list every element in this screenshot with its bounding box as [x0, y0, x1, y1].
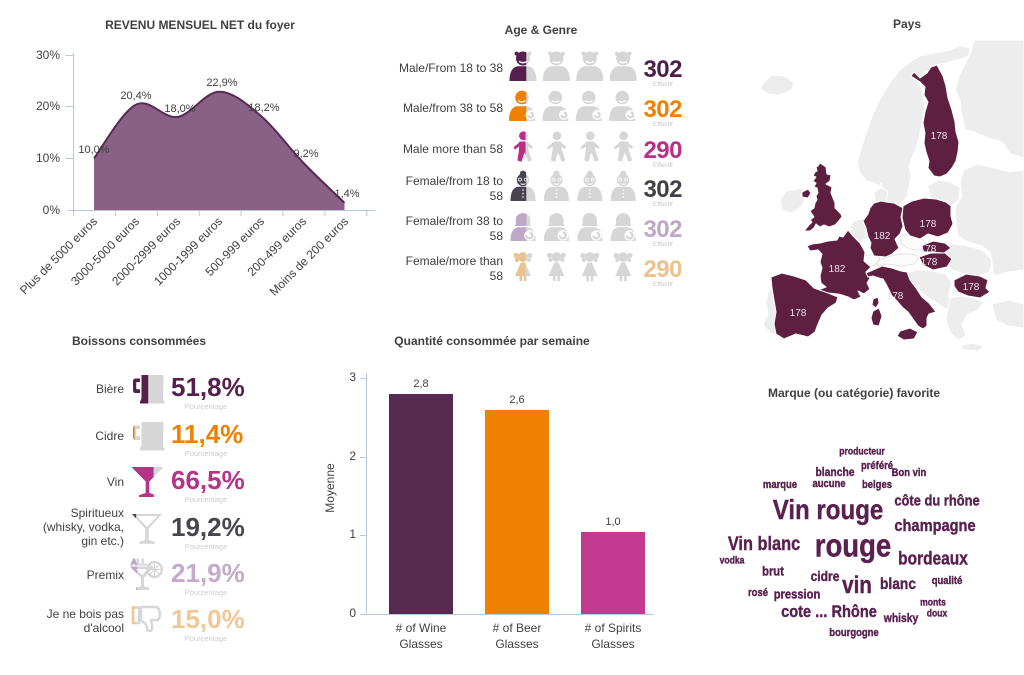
- svg-text:30%: 30%: [36, 48, 60, 62]
- svg-text:178: 178: [920, 244, 937, 255]
- svg-text:# of Spirits: # of Spirits: [585, 621, 642, 635]
- svg-text:Plus de 5000 euros: Plus de 5000 euros: [17, 214, 100, 297]
- svg-text:18,2%: 18,2%: [248, 102, 279, 114]
- svg-text:10%: 10%: [36, 151, 60, 165]
- svg-text:2,8: 2,8: [413, 378, 428, 390]
- svg-text:18,0%: 18,0%: [164, 103, 195, 115]
- svg-text:10,0%: 10,0%: [78, 144, 109, 156]
- svg-text:1: 1: [349, 527, 356, 541]
- svg-text:2,6: 2,6: [509, 394, 524, 406]
- svg-text:20,4%: 20,4%: [120, 90, 151, 102]
- svg-text:# of Wine: # of Wine: [396, 621, 447, 635]
- svg-text:178: 178: [920, 219, 937, 230]
- svg-text:182: 182: [874, 231, 891, 242]
- svg-text:3: 3: [349, 370, 356, 384]
- svg-text:178: 178: [921, 257, 938, 268]
- svg-text:182: 182: [829, 264, 846, 275]
- svg-text:Moyenne: Moyenne: [323, 463, 337, 513]
- svg-text:178: 178: [887, 291, 904, 302]
- svg-text:1,0: 1,0: [605, 516, 620, 528]
- svg-text:0: 0: [349, 606, 356, 620]
- svg-text:9,2%: 9,2%: [293, 148, 318, 160]
- svg-text:1,4%: 1,4%: [334, 188, 359, 200]
- svg-text:178: 178: [931, 131, 948, 142]
- svg-text:20%: 20%: [36, 99, 60, 113]
- svg-text:22,9%: 22,9%: [206, 77, 237, 89]
- svg-text:# of Beer: # of Beer: [493, 621, 542, 635]
- svg-text:Moins de 200 euros: Moins de 200 euros: [267, 214, 351, 298]
- svg-text:2: 2: [349, 449, 356, 463]
- svg-text:Glasses: Glasses: [495, 637, 538, 651]
- svg-text:0%: 0%: [43, 203, 61, 217]
- svg-text:178: 178: [790, 308, 807, 319]
- svg-text:178: 178: [963, 282, 980, 293]
- svg-text:Glasses: Glasses: [591, 637, 634, 651]
- svg-text:Glasses: Glasses: [399, 637, 442, 651]
